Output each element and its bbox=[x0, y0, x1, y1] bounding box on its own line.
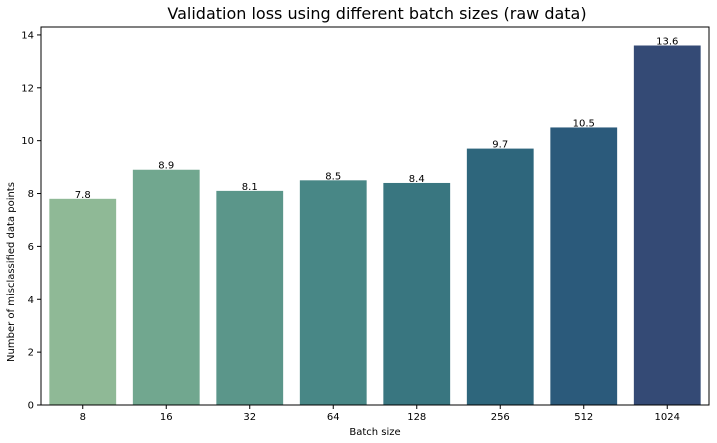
x-tick-label: 8 bbox=[80, 412, 86, 423]
bar-16 bbox=[132, 169, 200, 405]
x-tick-label: 1024 bbox=[655, 412, 680, 423]
y-tick-label: 14 bbox=[21, 30, 34, 41]
plot-frame bbox=[40, 26, 710, 406]
data-label: 8.5 bbox=[325, 171, 341, 182]
bar-1024 bbox=[633, 45, 701, 405]
bar-32 bbox=[216, 190, 284, 405]
y-tick-label: 12 bbox=[21, 83, 34, 94]
data-label: 8.4 bbox=[409, 174, 425, 185]
x-axis-ticks: 8 16 32 64 128 256 512 1024 bbox=[80, 405, 680, 423]
y-axis-label: Number of misclassified data points bbox=[6, 182, 17, 362]
y-axis-ticks: 0 2 4 6 8 10 12 14 bbox=[21, 30, 41, 412]
y-tick-label: 2 bbox=[28, 348, 34, 359]
x-tick-label: 32 bbox=[243, 412, 256, 423]
bar-128 bbox=[383, 182, 451, 405]
data-label: 10.5 bbox=[573, 118, 595, 129]
data-label: 8.1 bbox=[242, 182, 258, 193]
y-tick-label: 10 bbox=[21, 136, 34, 147]
x-axis-label: Batch size bbox=[349, 427, 400, 438]
y-tick-label: 8 bbox=[28, 189, 34, 200]
chart-title: Validation loss using different batch si… bbox=[167, 4, 586, 23]
y-tick-label: 4 bbox=[28, 295, 34, 306]
data-label: 9.7 bbox=[492, 140, 508, 151]
y-tick-label: 0 bbox=[28, 401, 34, 412]
x-tick-label: 128 bbox=[407, 412, 426, 423]
x-tick-label: 256 bbox=[491, 412, 510, 423]
x-tick-label: 512 bbox=[574, 412, 593, 423]
bar-64 bbox=[299, 180, 367, 405]
data-label: 8.9 bbox=[158, 161, 174, 172]
data-label: 7.8 bbox=[75, 190, 91, 201]
bars bbox=[49, 45, 701, 405]
data-labels: 7.8 8.9 8.1 8.5 8.4 9.7 10.5 13.6 bbox=[75, 37, 679, 201]
bar-512 bbox=[550, 127, 618, 405]
y-tick-label: 6 bbox=[28, 242, 34, 253]
x-tick-label: 16 bbox=[160, 412, 173, 423]
bar-256 bbox=[466, 148, 534, 405]
bar-8 bbox=[49, 198, 117, 405]
x-tick-label: 64 bbox=[327, 412, 340, 423]
data-label: 13.6 bbox=[656, 37, 678, 48]
